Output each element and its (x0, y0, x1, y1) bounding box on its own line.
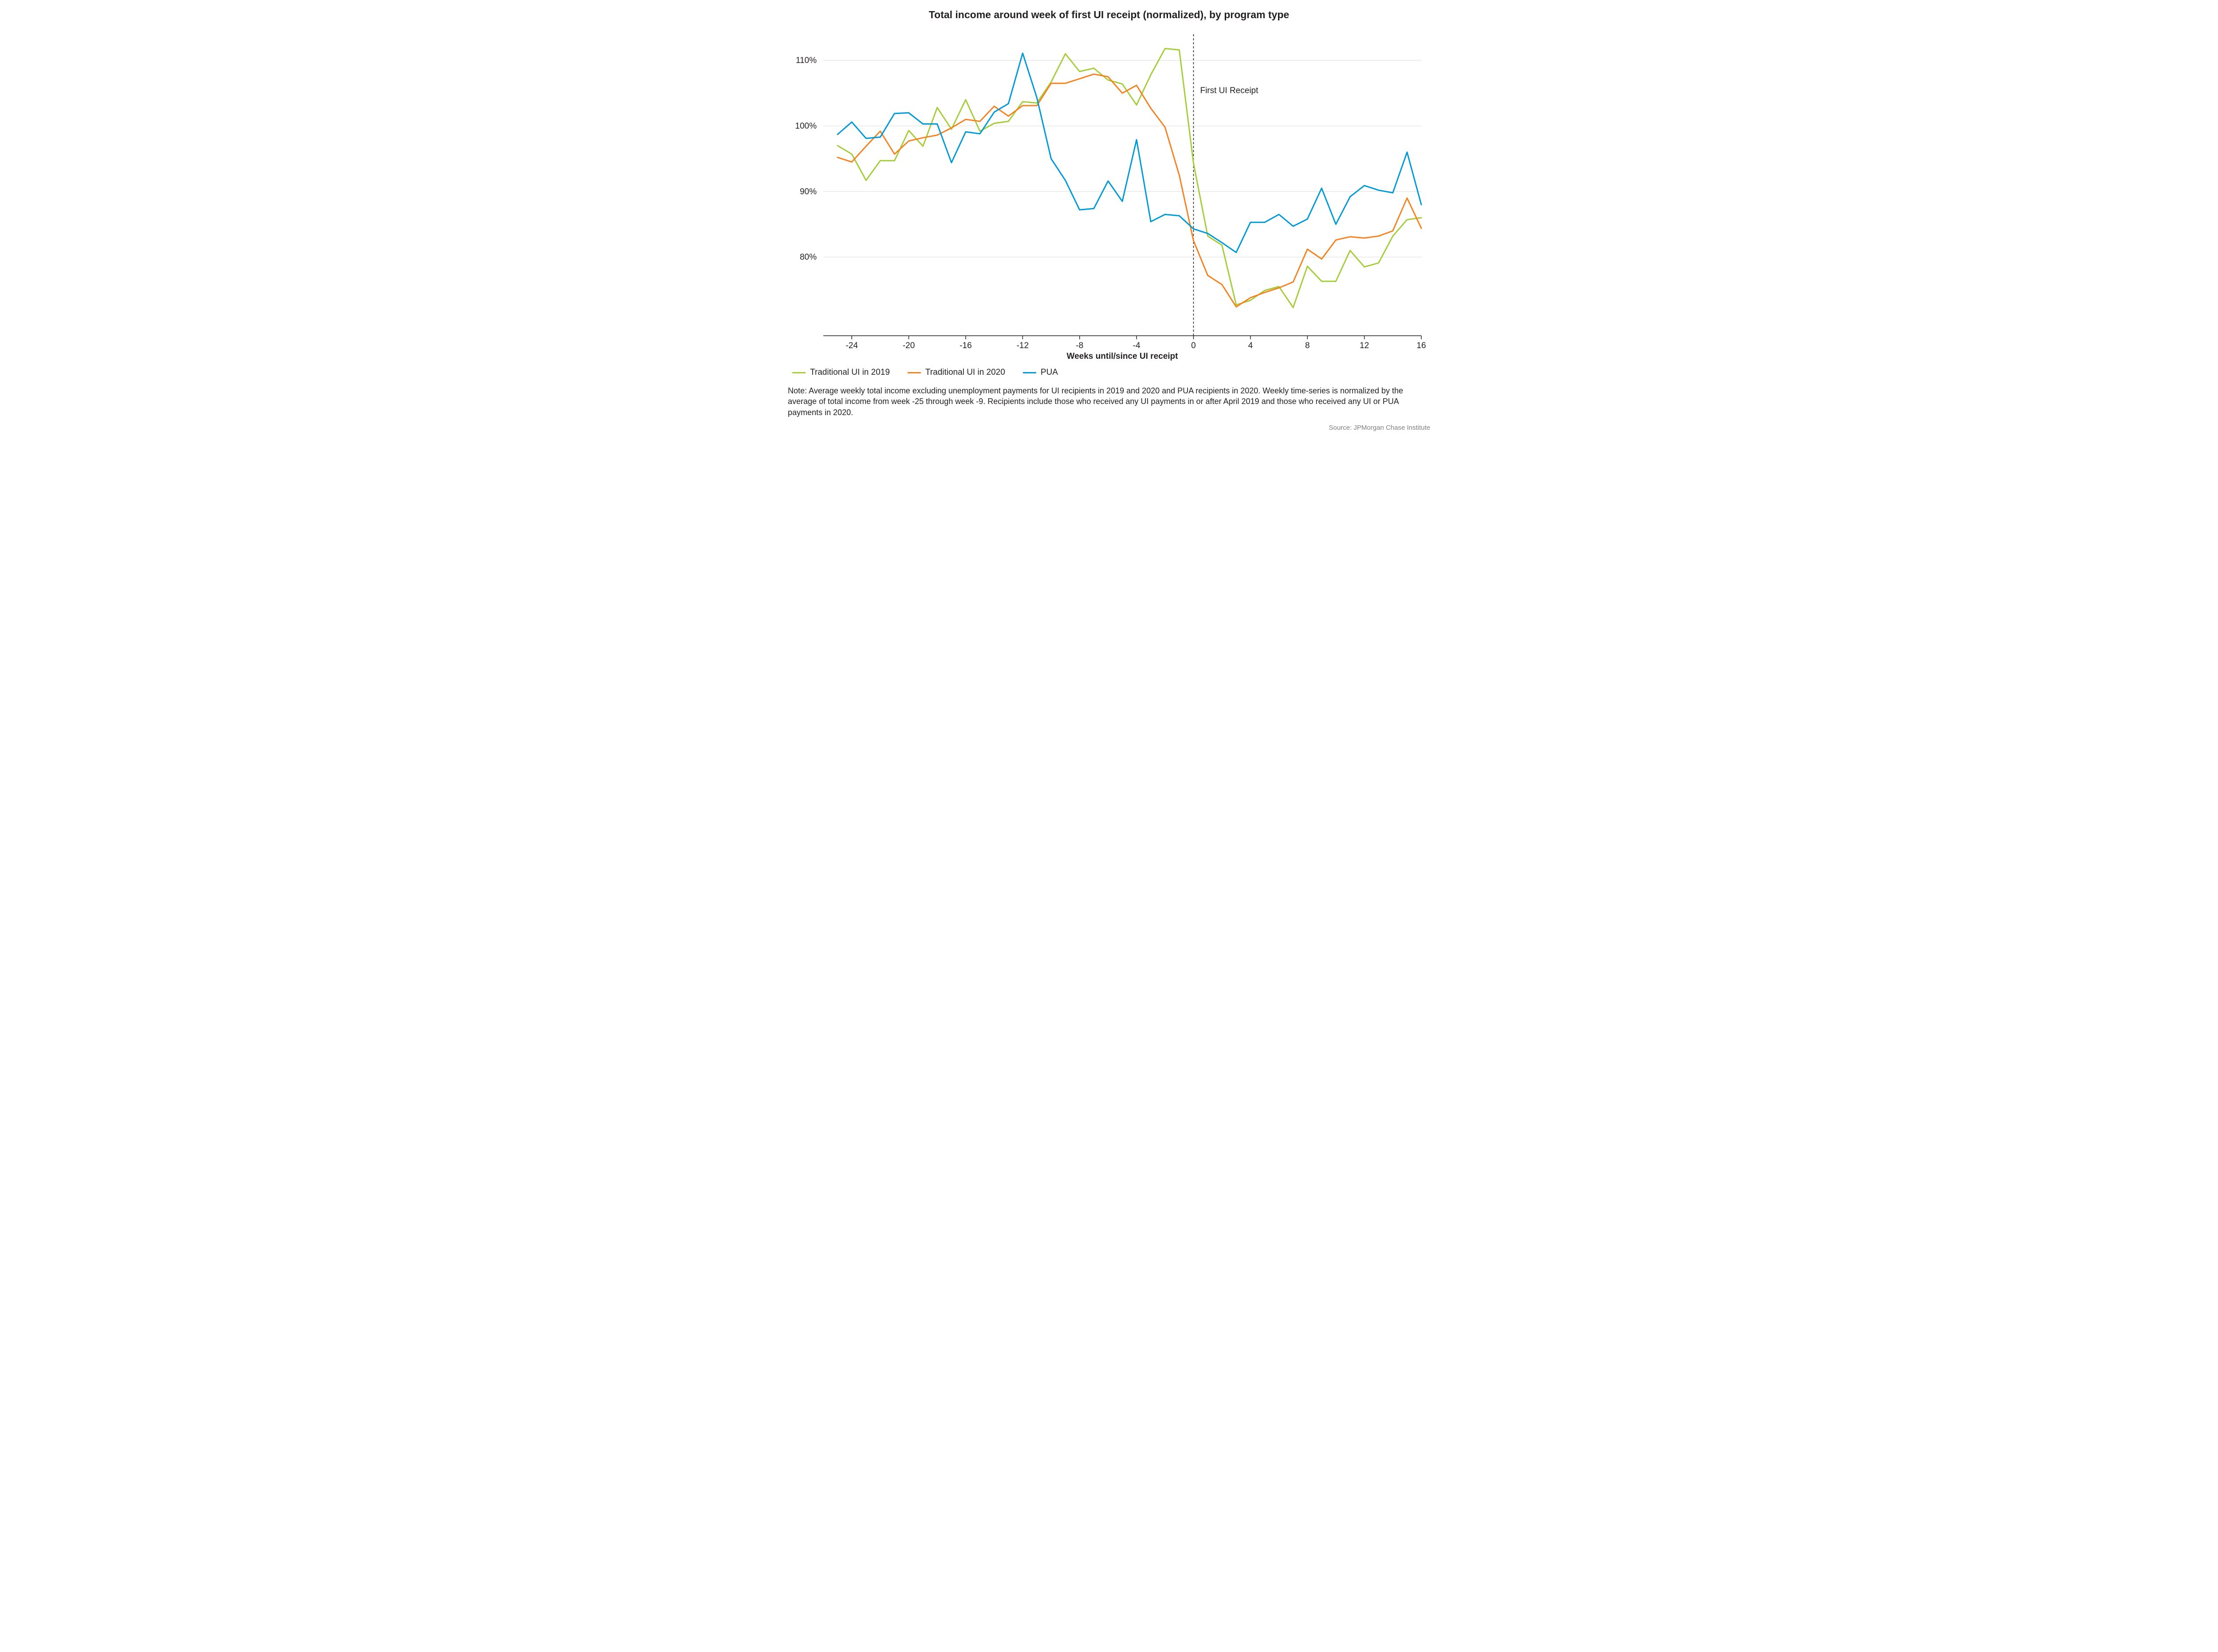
y-tick-label: 90% (800, 187, 817, 196)
legend-label: Traditional UI in 2019 (810, 368, 890, 377)
series-line (838, 49, 1421, 308)
series-line (838, 74, 1421, 307)
x-axis-label: Weeks until/since UI receipt (1067, 352, 1179, 361)
x-tick-label: 16 (1416, 341, 1426, 350)
x-tick-label: -20 (903, 341, 915, 350)
legend-label: Traditional UI in 2020 (925, 368, 1005, 377)
legend-swatch (792, 372, 806, 373)
chart-title: Total income around week of first UI rec… (788, 9, 1430, 21)
plot-area: 80% 90% 100% 110% -24 -20 -16 -12 -8 -4 0 4 8 12 16 Wee… (788, 25, 1430, 362)
legend-item: Traditional UI in 2019 (792, 368, 890, 377)
reference-annotation: First UI Receipt (1200, 86, 1258, 95)
legend-item: Traditional UI in 2020 (908, 368, 1005, 377)
series-line (838, 53, 1421, 252)
x-tick-label: 4 (1248, 341, 1253, 350)
x-tick-label: 8 (1305, 341, 1310, 350)
x-tick-label: 12 (1360, 341, 1369, 350)
y-tick-label: 110% (796, 56, 817, 65)
y-tick-label: 80% (800, 253, 817, 262)
chart-container: Total income around week of first UI rec… (775, 0, 1443, 440)
legend-swatch (1023, 372, 1036, 373)
legend: Traditional UI in 2019 Traditional UI in … (788, 368, 1430, 377)
x-tick-label: -4 (1133, 341, 1140, 350)
y-tick-label: 100% (795, 122, 817, 131)
x-tick-label: -12 (1017, 341, 1029, 350)
legend-swatch (908, 372, 921, 373)
chart-source: Source: JPMorgan Chase Institute (788, 424, 1430, 432)
chart-svg: 80% 90% 100% 110% -24 -20 -16 -12 -8 -4 0 4 8 12 16 Wee… (788, 25, 1430, 362)
chart-note: Note: Average weekly total income exclud… (788, 385, 1430, 418)
legend-label: PUA (1041, 368, 1058, 377)
x-tick-label: -24 (846, 341, 858, 350)
legend-item: PUA (1023, 368, 1058, 377)
x-tick-label: 0 (1191, 341, 1196, 350)
x-tick-label: -16 (960, 341, 971, 350)
x-tick-label: -8 (1076, 341, 1083, 350)
